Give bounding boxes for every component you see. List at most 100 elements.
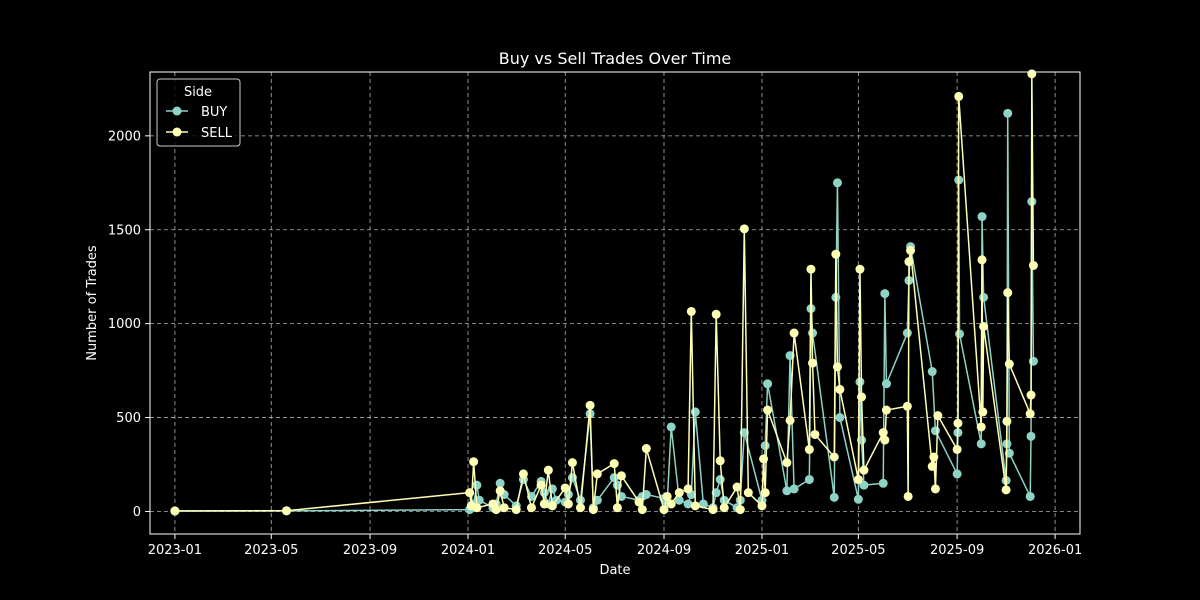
data-point-sell [831, 249, 841, 259]
data-point-sell [881, 405, 891, 415]
data-point-sell [933, 411, 943, 421]
data-point-sell [904, 257, 914, 267]
y-tick-label: 1500 [108, 223, 141, 238]
data-point-sell [711, 309, 721, 319]
data-point-sell [832, 362, 842, 372]
data-point-sell [1025, 409, 1035, 419]
legend-marker-buy [172, 106, 182, 116]
data-point-sell [616, 471, 626, 481]
data-point-sell [683, 484, 693, 494]
data-point-sell [906, 245, 916, 255]
data-point-sell [715, 456, 725, 466]
data-point-sell [880, 435, 890, 445]
data-point-buy [698, 499, 708, 509]
x-tick-label: 2025-05 [831, 543, 885, 558]
data-point-buy [927, 367, 937, 377]
y-axis-label: Number of Trades [85, 245, 100, 361]
data-point-sell [543, 465, 553, 475]
data-point-buy [674, 495, 684, 505]
data-point-buy [853, 494, 863, 504]
legend-marker-sell [172, 127, 182, 137]
data-point-buy [855, 377, 865, 387]
y-tick-label: 1000 [108, 317, 141, 332]
data-point-sell [1002, 416, 1012, 426]
data-point-buy [835, 413, 845, 423]
y-tick-label: 0 [133, 505, 141, 520]
data-point-buy [878, 478, 888, 488]
data-point-sell [659, 505, 669, 515]
x-tick-label: 2024-09 [637, 543, 691, 558]
data-point-sell [526, 503, 536, 513]
data-point-buy [952, 469, 962, 479]
chart-title: Buy vs Sell Trades Over Time [499, 49, 732, 68]
data-point-buy [804, 475, 814, 485]
data-point-buy [832, 178, 842, 188]
data-point-buy [763, 379, 773, 389]
data-point-sell [641, 444, 651, 454]
x-tick-label: 2023-01 [148, 543, 202, 558]
data-point-sell [757, 501, 767, 511]
data-point-buy [1026, 431, 1036, 441]
data-point-sell [763, 405, 773, 415]
data-point-sell [539, 499, 549, 509]
x-tick-label: 2023-09 [343, 543, 397, 558]
data-point-sell [806, 264, 816, 274]
data-point-sell [585, 400, 595, 410]
data-point-sell [499, 503, 509, 513]
data-point-sell [829, 452, 839, 462]
x-axis-label: Date [599, 563, 630, 578]
data-point-sell [1001, 485, 1011, 495]
x-tick-label: 2026-01 [1028, 543, 1082, 558]
data-point-sell [930, 484, 940, 494]
y-tick-label: 500 [116, 411, 141, 426]
data-point-sell [735, 505, 745, 515]
series-line-sell [174, 73, 1035, 512]
data-point-sell [1027, 69, 1037, 79]
data-point-buy [495, 478, 505, 488]
x-tick-label: 2024-01 [441, 543, 495, 558]
data-point-buy [666, 422, 676, 432]
data-point-buy [690, 407, 700, 417]
data-point-sell [469, 457, 479, 467]
data-point-sell [612, 503, 622, 513]
data-point-sell [789, 328, 799, 338]
data-point-buy [609, 473, 619, 483]
data-point-sell [978, 407, 988, 417]
data-point-sell [472, 503, 482, 513]
data-point-sell [782, 458, 792, 468]
data-point-sell [902, 401, 912, 411]
data-point-sell [719, 503, 729, 513]
data-point-sell [567, 458, 577, 468]
series-layer [170, 69, 1038, 516]
data-point-sell [170, 506, 180, 516]
series-line-buy [174, 112, 1035, 512]
data-point-sell [859, 465, 869, 475]
data-point-buy [547, 484, 557, 494]
data-point-sell [560, 483, 570, 493]
data-point-sell [575, 503, 585, 513]
data-point-buy [1003, 108, 1013, 118]
data-point-sell [977, 255, 987, 265]
data-point-sell [878, 428, 888, 438]
data-point-sell [666, 499, 676, 509]
data-point-buy [880, 289, 890, 299]
data-point-sell [686, 306, 696, 316]
data-point-sell [976, 422, 986, 432]
data-point-sell [708, 505, 718, 515]
data-point-buy [1025, 491, 1035, 501]
data-point-buy [1028, 356, 1038, 366]
series-sell [170, 69, 1038, 516]
data-point-sell [743, 488, 753, 498]
data-point-sell [637, 505, 647, 515]
data-point-sell [979, 321, 989, 331]
legend-label-sell: SELL [201, 126, 233, 141]
data-point-sell [732, 482, 742, 492]
data-point-sell [810, 429, 820, 439]
data-point-buy [930, 426, 940, 436]
data-point-sell [853, 475, 863, 485]
data-point-sell [609, 459, 619, 469]
data-point-buy [472, 480, 482, 490]
data-point-sell [662, 491, 672, 501]
